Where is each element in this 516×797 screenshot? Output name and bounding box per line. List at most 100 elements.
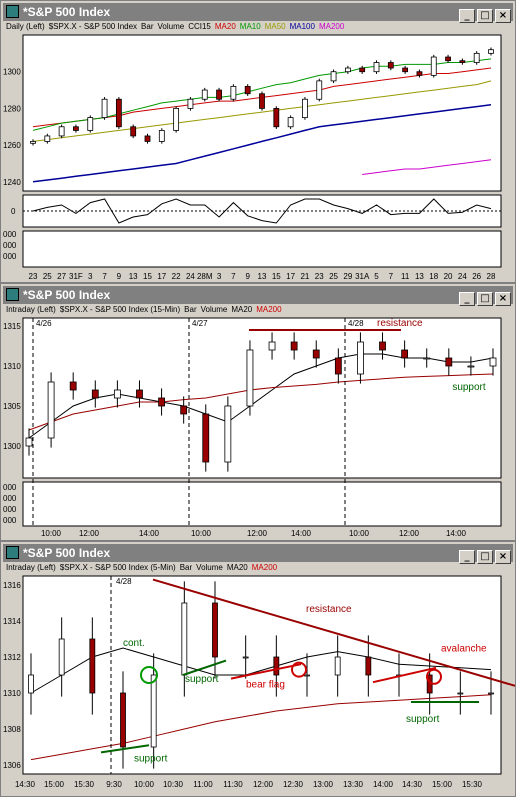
x-tick-label: 23: [29, 272, 38, 281]
price-candle: [173, 108, 180, 131]
ma-line-MA10: [32, 58, 492, 131]
minimize-icon[interactable]: _: [459, 9, 475, 23]
price-candle: [180, 405, 188, 415]
x-tick-label: 15: [143, 272, 152, 281]
x-tick-label: 7: [102, 272, 107, 281]
price-candle: [216, 89, 222, 100]
window-title: *S&P 500 Index: [23, 5, 111, 19]
price-candle: [316, 80, 323, 100]
window-title: *S&P 500 Index: [23, 288, 111, 302]
x-tick-label: 11:00: [193, 780, 213, 789]
price-candle: [387, 62, 394, 69]
volume-tick-label: 000: [3, 494, 17, 503]
y-tick-label: 1310: [3, 689, 21, 698]
x-tick-label: 14:00: [291, 529, 312, 538]
price-candle: [430, 56, 437, 76]
maximize-icon[interactable]: □: [477, 292, 493, 306]
x-tick-label: 22: [172, 272, 181, 281]
legend-item: Volume: [200, 305, 228, 314]
y-tick-label: 1300: [3, 68, 21, 77]
chart-app-icon: [6, 288, 19, 301]
x-tick-label: 15:00: [432, 780, 453, 789]
y-tick-label: 1260: [3, 141, 21, 150]
chart-app-icon: [6, 5, 19, 18]
price-candle: [273, 656, 280, 676]
support-label: support: [134, 753, 168, 764]
support-label: support: [452, 382, 486, 393]
volume-pane: [22, 230, 502, 268]
legend-item: MA200: [318, 22, 345, 31]
close-icon[interactable]: ×: [495, 292, 511, 306]
title-bar[interactable]: *S&P 500 Index _ □ ×: [3, 3, 513, 23]
x-tick-label: 13: [258, 272, 267, 281]
legend-item: MA20: [231, 305, 253, 314]
price-candle: [150, 674, 157, 748]
continuation-circle: [140, 666, 158, 684]
price-candle: [115, 98, 122, 128]
x-tick-label: 13: [415, 272, 424, 281]
x-tick-label: 14:00: [446, 529, 467, 538]
close-icon[interactable]: ×: [495, 550, 511, 564]
x-tick-label: 15:00: [44, 780, 65, 789]
x-tick-label: 14:30: [402, 780, 423, 789]
x-tick-label: 13: [129, 272, 138, 281]
ma-line-MA200: [362, 159, 492, 175]
price-candle: [212, 602, 218, 658]
legend-item: MA200: [256, 305, 282, 314]
volume-tick-label: 000: [3, 241, 17, 250]
bear-flag-line: [230, 663, 302, 680]
x-tick-label: 12:00: [247, 529, 268, 538]
x-tick-label: 10:30: [163, 780, 184, 789]
legend-item: $SPX.X - S&P 500 Index: [48, 22, 138, 31]
x-tick-label: 10:00: [134, 780, 155, 789]
title-bar[interactable]: *S&P 500 Index _ □ ×: [3, 286, 513, 306]
price-candle: [136, 389, 143, 399]
price-candle: [488, 692, 494, 695]
intraday-5min-window: *S&P 500 Index _ □ × Intraday (Left) $SPX.X…: [0, 541, 516, 797]
x-tick-label: 3: [217, 272, 222, 281]
maximize-icon[interactable]: □: [477, 550, 493, 564]
y-tick-label: 1310: [3, 362, 21, 371]
title-bar[interactable]: *S&P 500 Index _ □ ×: [3, 544, 513, 564]
x-tick-label: 15: [272, 272, 281, 281]
price-candle: [87, 117, 94, 131]
x-tick-label: 18: [429, 272, 438, 281]
price-candle: [365, 656, 372, 676]
legend-item: Bar: [141, 22, 154, 31]
price-candle: [489, 357, 497, 367]
minimize-icon[interactable]: _: [459, 292, 475, 306]
price-candle: [467, 365, 475, 368]
price-candle: [58, 638, 65, 676]
x-tick-label: 9: [245, 272, 250, 281]
legend-item: Volume: [157, 22, 185, 31]
intraday-5min-chart: 1306 1308 1310 1312 1314 1316 4/28 resistance co…: [3, 575, 515, 789]
x-tick-label: 12:00: [399, 529, 420, 538]
x-tick-label: 12:30: [283, 780, 304, 789]
price-pane: [22, 575, 502, 775]
price-candle: [181, 602, 188, 676]
minimize-icon[interactable]: _: [459, 550, 475, 564]
chart-legend: Intraday (Left) $SPX.X - S&P 500 Index (5…: [6, 563, 281, 572]
x-tick-label: 27: [57, 272, 66, 281]
y-tick-label: 1240: [3, 178, 21, 187]
price-candle: [144, 135, 151, 142]
bear-flag-label: bear flag: [246, 680, 285, 691]
maximize-icon[interactable]: □: [477, 9, 493, 23]
price-candle: [445, 357, 453, 367]
price-candle: [312, 349, 320, 359]
x-tick-label: 17: [286, 272, 295, 281]
legend-item: MA20: [226, 563, 248, 572]
close-icon[interactable]: ×: [495, 9, 511, 23]
legend-item: MA10: [239, 22, 261, 31]
x-tick-label: 3: [88, 272, 93, 281]
legend-item: MA200: [251, 563, 278, 572]
continuation-label: cont.: [123, 638, 145, 649]
y-tick-label: 1305: [3, 402, 21, 411]
price-candle: [224, 405, 232, 463]
price-candle: [359, 67, 366, 73]
x-tick-label: 14:30: [15, 780, 36, 789]
ma-line-MA20: [30, 647, 492, 694]
legend-item: MA20: [214, 22, 236, 31]
legend-item: Intraday (Left): [6, 563, 56, 572]
support-label: support: [406, 714, 440, 725]
